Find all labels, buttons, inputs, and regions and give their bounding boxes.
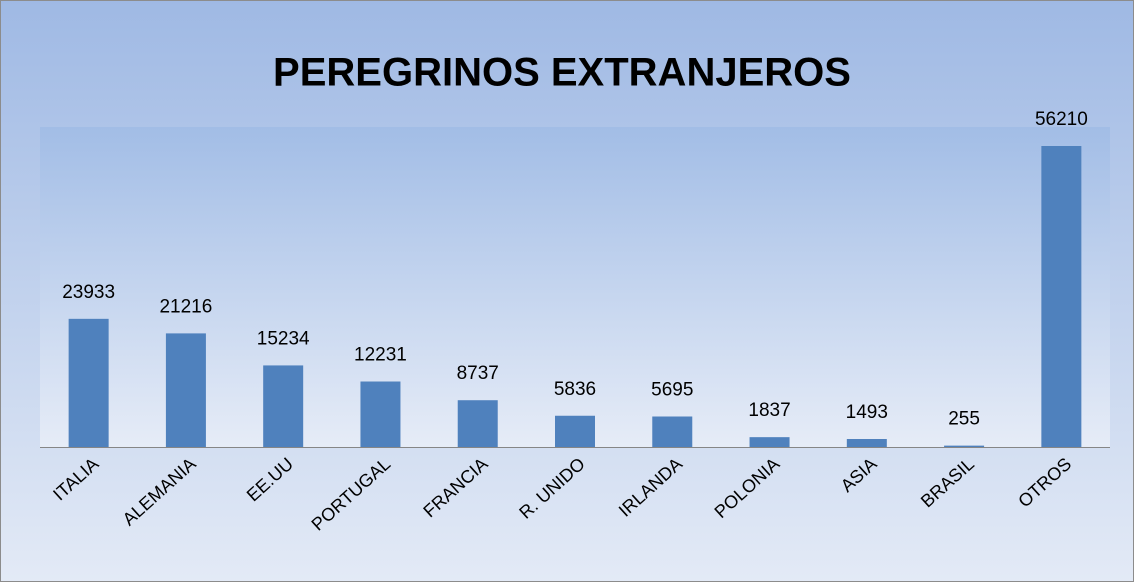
data-label: 255 (948, 409, 980, 430)
data-label: 1837 (748, 400, 790, 421)
data-label: 1493 (846, 402, 888, 423)
bar (652, 416, 693, 447)
bar (749, 437, 790, 447)
plot-area (40, 127, 1110, 447)
chart-title: PEREGRINOS EXTRANJEROS (273, 51, 851, 95)
bar (263, 365, 304, 447)
bar (165, 333, 206, 447)
data-label: 21216 (159, 296, 212, 317)
data-label: 12231 (354, 345, 407, 366)
bar (1041, 146, 1082, 447)
bar (555, 415, 595, 447)
bar (846, 439, 887, 447)
data-label: 15234 (257, 328, 310, 349)
data-label: 8737 (457, 363, 499, 384)
data-label: 5695 (651, 380, 693, 401)
bar (944, 445, 985, 447)
data-label: 56210 (1035, 109, 1088, 130)
bar (68, 318, 109, 447)
data-label: 23933 (62, 282, 115, 303)
data-label: 5836 (554, 379, 596, 400)
bar (457, 400, 498, 447)
bar (360, 381, 401, 447)
